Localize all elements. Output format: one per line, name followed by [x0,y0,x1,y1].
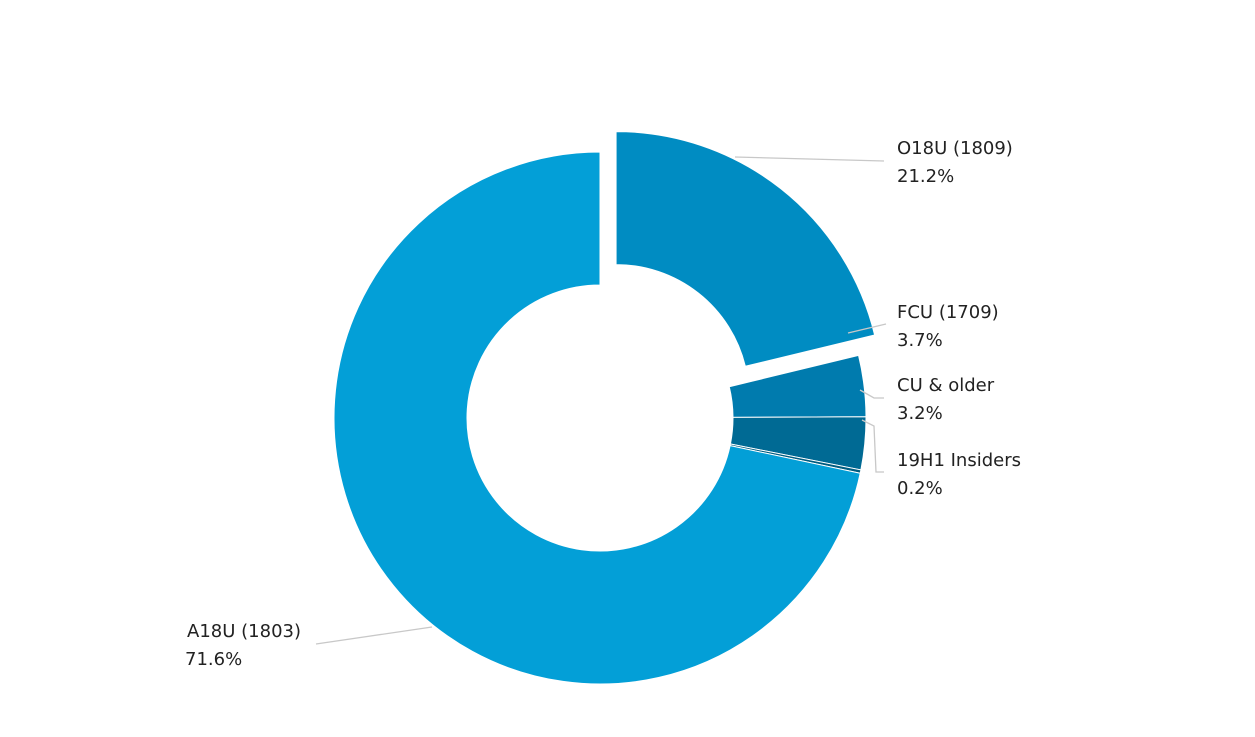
leader-line-4 [315,626,433,645]
slice-percent-label-1: 3.7% [897,330,943,351]
leader-line-0 [734,156,885,162]
chart-leader-lines [315,156,887,645]
leader-line-1 [847,323,887,334]
leader-line-3 [861,419,884,473]
leader-line-2 [859,389,884,399]
slice-percent-label-2: 3.2% [897,403,943,424]
slice-name-label-2: CU & older [897,375,995,396]
chart-labels: O18U (1809) 21.2% FCU (1709) 3.7% CU & older… [185,138,1021,670]
slice-name-label-3: 19H1 Insiders [897,450,1021,471]
slice-0[interactable] [615,131,876,367]
slice-4[interactable] [333,151,861,685]
slice-name-label-4: A18U (1803) [187,621,301,642]
slice-percent-label-0: 21.2% [897,166,954,187]
chart-slices [333,131,876,685]
slice-name-label-1: FCU (1709) [897,302,999,323]
slice-name-label-0: O18U (1809) [897,138,1013,159]
slice-percent-label-3: 0.2% [897,478,943,499]
slice-percent-label-4: 71.6% [185,649,242,670]
